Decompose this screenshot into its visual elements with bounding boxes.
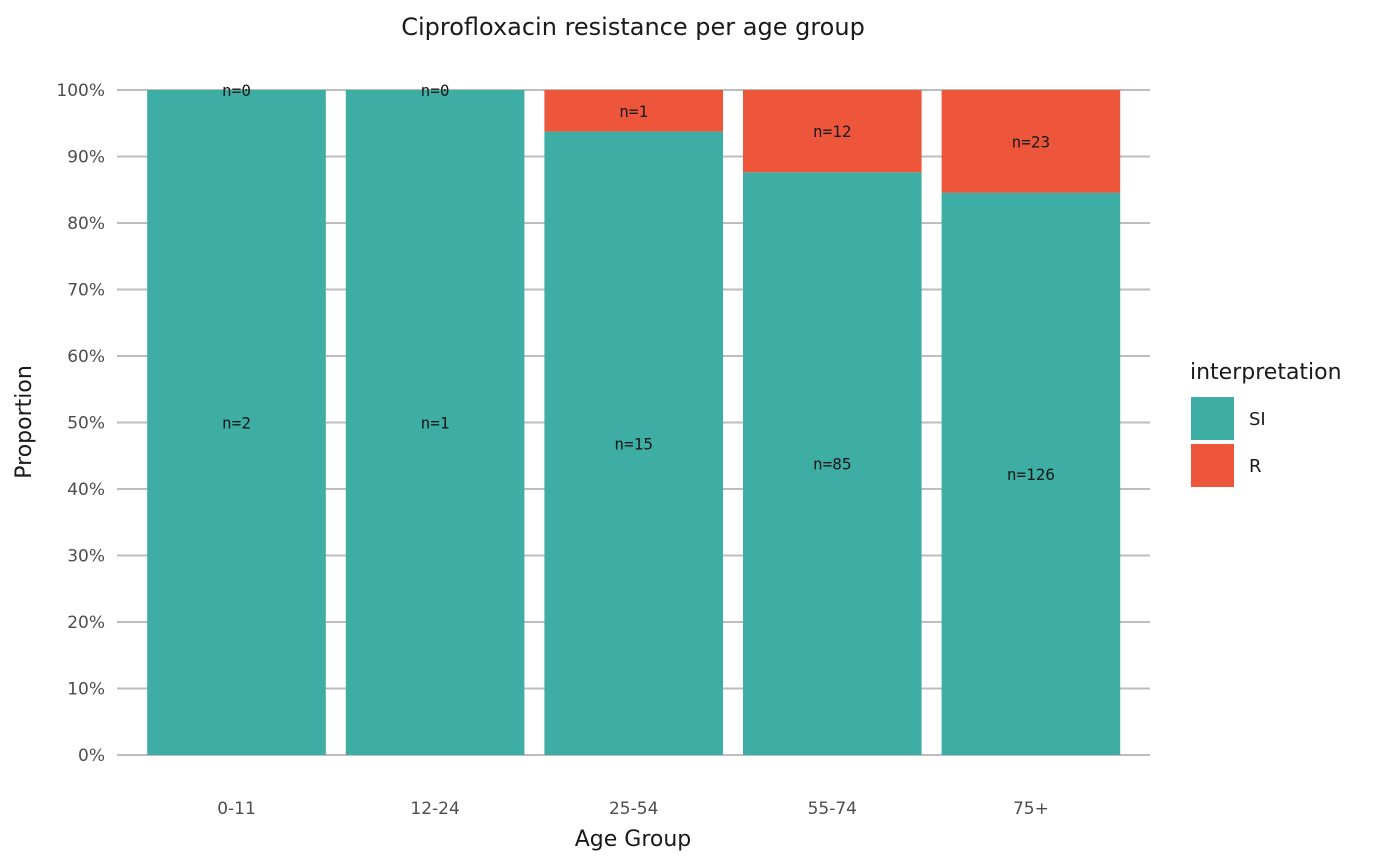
y-tick-label: 30% — [67, 547, 105, 567]
x-tick-label: 75+ — [1013, 799, 1049, 819]
y-axis-ticks: 0% 10% 20% 30% 40% 50% 60% 70% 80% 90% 100% — [56, 81, 105, 766]
y-tick-label: 20% — [67, 613, 105, 633]
data-label-si-55-74: n=85 — [813, 455, 852, 474]
y-tick-label: 10% — [67, 680, 105, 700]
bar-si-0-11 — [147, 90, 326, 755]
data-label-si-0-11: n=2 — [222, 414, 251, 433]
bars — [147, 90, 1121, 755]
x-tick-label: 55-74 — [808, 799, 857, 819]
data-label-r-12-24: n=0 — [421, 81, 450, 100]
data-label-r-0-11: n=0 — [222, 81, 251, 100]
y-tick-label: 60% — [67, 347, 105, 367]
legend-label-SI: SI — [1249, 409, 1266, 430]
y-tick-label: 80% — [67, 214, 105, 234]
y-tick-label: 70% — [67, 281, 105, 301]
data-label-r-75+: n=23 — [1012, 132, 1051, 151]
data-label-si-12-24: n=1 — [421, 414, 450, 433]
y-tick-label: 100% — [56, 81, 105, 101]
data-labels: n=2 n=0 n=1 n=0 n=15 n=1 n=85 n=12 n=126 n=23 — [222, 81, 1055, 484]
chart-title: Ciprofloxacin resistance per age group — [401, 13, 865, 41]
x-tick-label: 25-54 — [609, 799, 658, 819]
bar-si-55-74 — [743, 172, 922, 755]
legend-key-SI — [1191, 397, 1234, 440]
legend-label-R: R — [1249, 456, 1262, 477]
data-label-si-25-54: n=15 — [614, 434, 653, 453]
y-tick-label: 90% — [67, 148, 105, 168]
legend-title: interpretation — [1190, 360, 1342, 385]
bar-si-25-54 — [544, 131, 723, 755]
bar-r-25-54 — [544, 90, 723, 132]
x-axis-title: Age Group — [575, 827, 692, 852]
x-axis-ticks: 0-11 12-24 25-54 55-74 75+ — [217, 799, 1049, 819]
legend-key-R — [1191, 444, 1234, 487]
bar-r-75+ — [941, 90, 1121, 193]
y-axis-title: Proportion — [12, 365, 37, 479]
data-label-r-55-74: n=12 — [813, 122, 852, 141]
y-tick-label: 50% — [67, 414, 105, 434]
data-label-r-25-54: n=1 — [619, 102, 648, 121]
bar-r-55-74 — [743, 90, 922, 173]
y-tick-label: 0% — [78, 746, 105, 766]
y-tick-label: 40% — [67, 480, 105, 500]
legend: interpretation SI R — [1190, 360, 1342, 487]
bar-si-75+ — [941, 192, 1121, 755]
data-label-si-75+: n=126 — [1007, 465, 1055, 484]
x-tick-label: 0-11 — [217, 799, 256, 819]
bar-si-12-24 — [345, 90, 525, 755]
x-tick-label: 12-24 — [410, 799, 459, 819]
